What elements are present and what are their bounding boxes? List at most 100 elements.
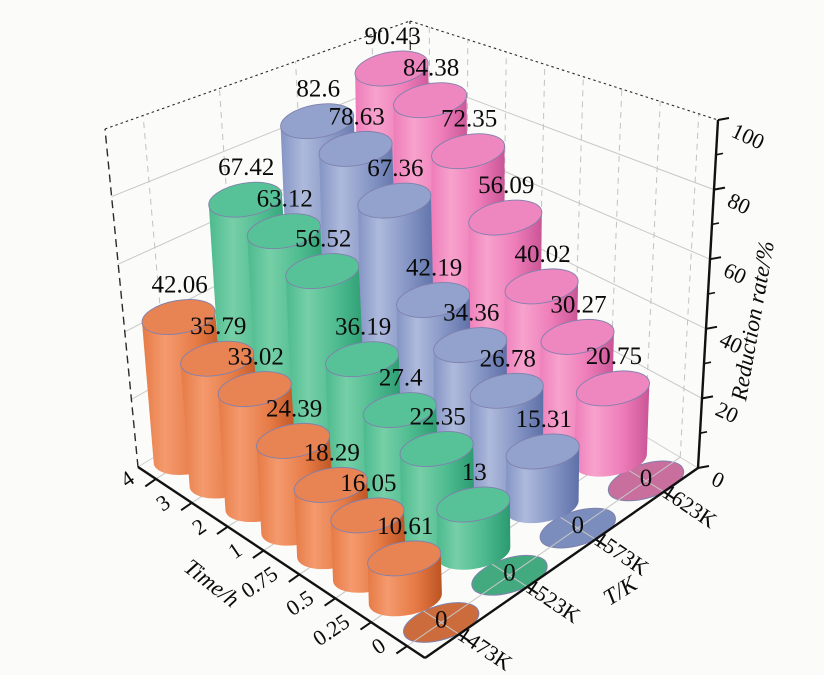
z-tick-label: 100 xyxy=(728,118,768,155)
top-right-edge xyxy=(409,20,719,121)
right-wall-vline xyxy=(537,64,546,372)
z-tick xyxy=(705,325,718,330)
cylinder-cap xyxy=(505,433,580,470)
bar-value-label: 20.75 xyxy=(586,343,642,370)
cylinder-cap xyxy=(393,82,468,119)
cylinder-cap xyxy=(357,182,432,219)
left-front-vertical-edge xyxy=(104,128,139,468)
bar-1573K-t0.25: 15.31 xyxy=(505,406,580,524)
x-tick-label: 4 xyxy=(116,465,139,492)
bar-value-label: 33.02 xyxy=(228,344,284,371)
cylinder-cap xyxy=(436,486,511,523)
y-tick xyxy=(526,585,539,595)
bar-value-label: 63.12 xyxy=(257,186,313,213)
cylinder-cap xyxy=(293,466,368,503)
bar-value-label: 67.42 xyxy=(218,154,274,181)
bar-value-label: 22.35 xyxy=(409,404,465,431)
z-minor-tick xyxy=(699,431,708,434)
cylinder-cap xyxy=(256,422,331,459)
bar-value-label: 30.27 xyxy=(550,291,606,318)
y-tick xyxy=(663,490,676,500)
cylinder-cap xyxy=(246,213,321,250)
cylinder-cap xyxy=(362,392,437,429)
x-tick-label: 1 xyxy=(223,537,246,564)
cylinder-cap xyxy=(217,371,292,408)
cylinder-cap xyxy=(285,253,360,290)
bar-value-label: 42.19 xyxy=(406,255,462,282)
cylinder-cap xyxy=(431,133,506,170)
bar-value-label: 40.02 xyxy=(514,241,570,268)
cylinder-cap xyxy=(396,282,471,318)
cylinder-cap xyxy=(325,341,400,378)
x-tick-label: 0.75 xyxy=(236,561,282,603)
x-tick xyxy=(180,501,193,512)
x-tick-label: 0 xyxy=(367,633,390,660)
bar-value-label: 10.61 xyxy=(377,513,433,540)
top-left-edge xyxy=(104,20,411,130)
bar-value-label: 26.78 xyxy=(480,345,536,372)
z-minor-tick xyxy=(707,291,716,295)
x-tick xyxy=(395,645,408,655)
cylinder-cap xyxy=(399,431,474,467)
cylinder-body xyxy=(573,383,650,477)
bar-value-label: 18.29 xyxy=(304,439,360,466)
cylinder-cap xyxy=(354,50,429,87)
x-tick-label: 0.5 xyxy=(281,585,318,621)
x-tick xyxy=(144,478,157,488)
z-tick xyxy=(713,186,726,191)
x-tick xyxy=(288,573,300,583)
cylinder-cap xyxy=(469,372,544,409)
cylinder-cap xyxy=(280,103,355,140)
bar-value-label: 24.39 xyxy=(266,395,322,422)
x-tick xyxy=(324,597,336,607)
y-axis-line xyxy=(424,467,699,659)
z-tick xyxy=(697,465,710,469)
bar-value-label: 82.6 xyxy=(296,76,340,103)
bar-value-label: 78.63 xyxy=(328,103,384,130)
bar-value-label: 35.79 xyxy=(190,313,246,340)
z-minor-tick xyxy=(711,222,720,226)
right-wall-vline xyxy=(679,113,700,458)
cylinder-cap xyxy=(575,370,650,407)
cylinder-cap xyxy=(318,130,393,167)
bar-value-label: 27.4 xyxy=(379,365,423,392)
bar-value-label: 0 xyxy=(640,465,653,492)
z-tick-label: 0 xyxy=(708,466,729,493)
z-tick-label: 80 xyxy=(724,187,755,219)
bar-value-label: 0 xyxy=(572,512,585,539)
bar-1523K-t0.25: 13 xyxy=(436,459,511,570)
cylinder-cap xyxy=(141,299,216,335)
bar-value-label: 34.36 xyxy=(443,300,499,327)
x-tick-label: 3 xyxy=(151,489,174,516)
x-tick xyxy=(359,621,372,631)
x-tick-label: 2 xyxy=(187,513,210,540)
bar-value-label: 56.52 xyxy=(295,226,351,253)
cylinder-cap xyxy=(504,268,579,305)
x-axis-line xyxy=(137,466,426,659)
bar-value-label: 0 xyxy=(503,559,516,586)
z-tick xyxy=(709,256,722,261)
bar-value-label: 15.31 xyxy=(516,406,572,433)
y-tick xyxy=(458,633,471,643)
cylinder-cap xyxy=(468,199,543,236)
floor-grid-line xyxy=(406,456,681,647)
x-axis-title: Time/h xyxy=(179,554,244,612)
y-tick-label: 1473K xyxy=(453,621,517,675)
bar-value-label: 42.06 xyxy=(151,272,207,299)
z-tick xyxy=(701,395,714,400)
y-tick xyxy=(595,538,607,548)
cylinder-cap xyxy=(433,327,508,364)
z-tick xyxy=(717,117,730,121)
bar-value-label: 13 xyxy=(462,459,487,486)
y-tick-label: 1523K xyxy=(521,574,585,628)
x-tick-label: 0.25 xyxy=(308,609,354,651)
bar-value-label: 16.05 xyxy=(340,470,396,497)
y-tick-label: 1573K xyxy=(590,526,654,580)
bar-value-label: 72.35 xyxy=(441,106,497,133)
x-tick xyxy=(216,525,229,535)
z-minor-tick xyxy=(715,152,724,156)
bar-value-label: 0 xyxy=(435,607,448,634)
cylinder-cap xyxy=(180,340,255,377)
